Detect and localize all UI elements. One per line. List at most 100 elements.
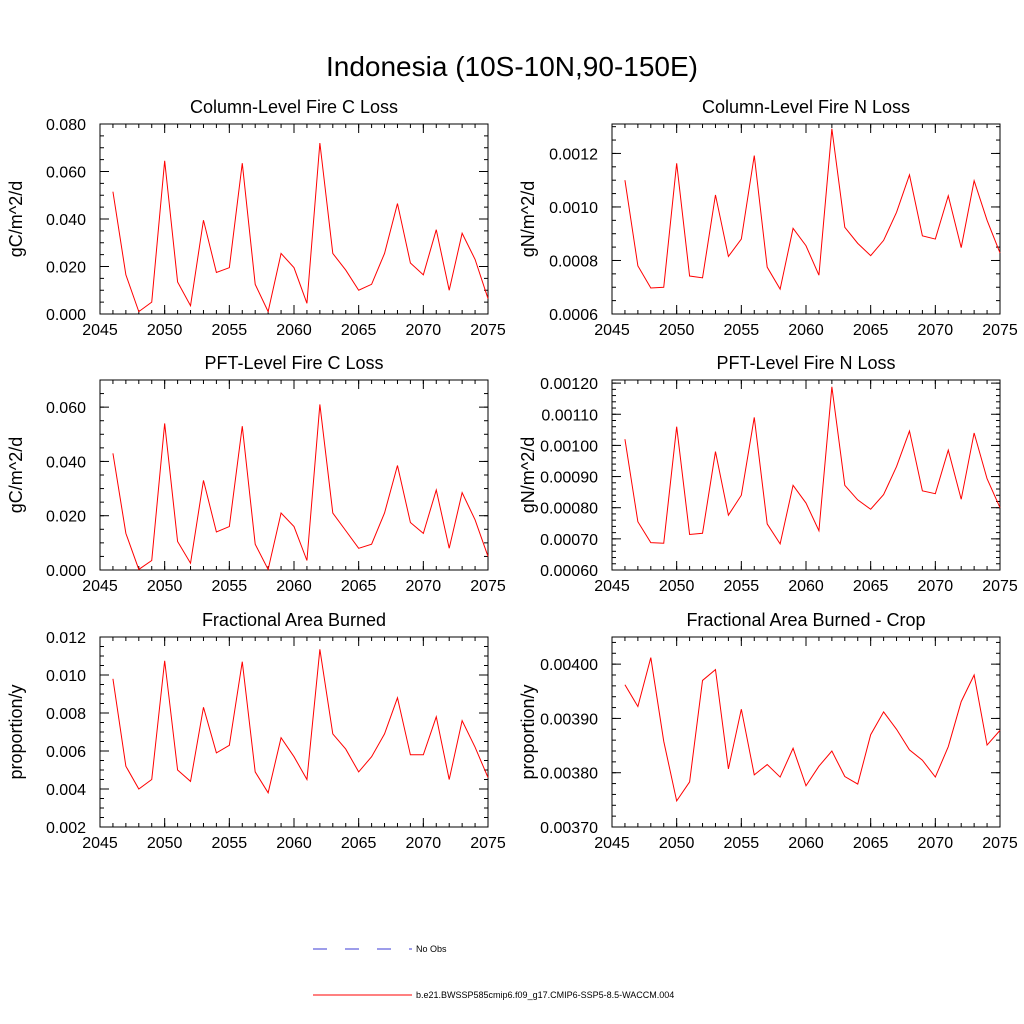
panel-title: Column-Level Fire N Loss	[702, 97, 910, 117]
x-tick-label: 2070	[918, 835, 954, 852]
y-tick-label: 0.020	[46, 260, 86, 277]
x-tick-label: 2060	[788, 322, 824, 339]
y-tick-label: 0.020	[46, 509, 86, 526]
x-tick-label: 2050	[659, 835, 695, 852]
x-tick-label: 2060	[276, 322, 312, 339]
series-line	[624, 128, 1001, 291]
x-tick-label: 2055	[724, 835, 760, 852]
y-tick-label: 0.00060	[540, 563, 598, 580]
x-tick-label: 2045	[594, 578, 630, 595]
x-tick-label: 2045	[594, 322, 630, 339]
y-tick-label: 0.004	[46, 782, 86, 799]
y-tick-label: 0.0010	[549, 200, 598, 217]
x-tick-label: 2065	[341, 835, 377, 852]
legend-no-obs-label: No Obs	[416, 944, 447, 954]
legend-model-label: b.e21.BWSSP585cmip6.f09_g17.CMIP6-SSP5-8…	[416, 990, 674, 1000]
y-axis-label: gC/m^2/d	[6, 181, 26, 257]
x-tick-label: 2045	[82, 578, 118, 595]
x-tick-label: 2070	[918, 578, 954, 595]
y-axis-label: gN/m^2/d	[518, 181, 538, 257]
chart-panel-5: Fractional Area Burned proportion/y 2045 20…	[6, 610, 506, 852]
y-axis-label: gC/m^2/d	[6, 437, 26, 513]
x-tick-label: 2055	[212, 578, 248, 595]
x-tick-label: 2060	[276, 578, 312, 595]
x-tick-label: 2065	[341, 322, 377, 339]
y-tick-label: 0.008	[46, 706, 86, 723]
x-tick-label: 2055	[724, 578, 760, 595]
y-tick-label: 0.00110	[541, 407, 598, 424]
series-line	[112, 649, 489, 795]
x-tick-label: 2070	[406, 578, 442, 595]
x-tick-label: 2075	[470, 322, 506, 339]
x-tick-label: 2045	[82, 322, 118, 339]
plot-frame	[611, 636, 1001, 828]
x-tick-label: 2055	[212, 322, 248, 339]
y-tick-label: 0.0008	[549, 253, 598, 270]
y-tick-label: 0.00090	[540, 470, 598, 487]
panels: Column-Level Fire C Loss gC/m^2/d 2045 2050…	[6, 97, 1018, 852]
x-tick-label: 2060	[276, 835, 312, 852]
x-tick-label: 2045	[594, 835, 630, 852]
y-tick-label: 0.012	[46, 630, 86, 647]
x-tick-label: 2055	[724, 322, 760, 339]
chart-panel-1: Column-Level Fire C Loss gC/m^2/d 2045 2050…	[6, 97, 506, 339]
x-tick-label: 2075	[982, 578, 1018, 595]
series-line	[624, 657, 1001, 803]
y-tick-label: 0.0006	[549, 307, 598, 324]
y-tick-label: 0.00070	[540, 532, 598, 549]
y-tick-label: 0.00100	[540, 438, 598, 455]
y-tick-label: 0.00400	[540, 657, 598, 674]
x-tick-label: 2065	[341, 578, 377, 595]
y-tick-label: 0.060	[46, 400, 86, 417]
y-axis-label: gN/m^2/d	[518, 437, 538, 513]
x-tick-label: 2075	[982, 835, 1018, 852]
y-tick-label: 0.040	[46, 212, 86, 229]
y-tick-label: 0.0012	[549, 146, 598, 163]
plot-frame	[99, 636, 489, 828]
plot-frame	[99, 123, 489, 315]
chart-panel-4: PFT-Level Fire N Loss gN/m^2/d 2045 2050 205…	[518, 353, 1018, 595]
y-tick-label: 0.060	[46, 165, 86, 182]
chart-panel-3: PFT-Level Fire C Loss gC/m^2/d 2045 2050 205…	[6, 353, 506, 595]
y-tick-label: 0.000	[46, 563, 86, 580]
y-tick-label: 0.006	[46, 744, 86, 761]
panel-title: Column-Level Fire C Loss	[190, 97, 398, 117]
x-tick-label: 2070	[406, 322, 442, 339]
x-tick-label: 2075	[470, 835, 506, 852]
legend: No Obs b.e21.BWSSP585cmip6.f09_g17.CMIP6…	[313, 944, 674, 1000]
y-tick-label: 0.00080	[540, 501, 598, 518]
series-line	[624, 386, 1001, 546]
y-tick-label: 0.00370	[540, 820, 598, 837]
x-tick-label: 2065	[853, 578, 889, 595]
y-axis-label: proportion/y	[6, 684, 26, 779]
y-tick-label: 0.040	[46, 454, 86, 471]
chart-panel-2: Column-Level Fire N Loss gN/m^2/d 2045 2050…	[518, 97, 1018, 339]
panel-title: PFT-Level Fire C Loss	[204, 353, 383, 373]
panel-title: PFT-Level Fire N Loss	[716, 353, 895, 373]
panel-title: Fractional Area Burned	[202, 610, 386, 630]
x-tick-label: 2060	[788, 578, 824, 595]
x-tick-label: 2050	[147, 835, 183, 852]
x-tick-label: 2055	[212, 835, 248, 852]
x-tick-label: 2050	[147, 578, 183, 595]
y-axis-label: proportion/y	[518, 684, 538, 779]
plot-frame	[611, 379, 1001, 571]
x-tick-label: 2050	[659, 578, 695, 595]
plot-frame	[99, 379, 489, 571]
x-tick-label: 2045	[82, 835, 118, 852]
x-tick-label: 2070	[918, 322, 954, 339]
x-tick-label: 2050	[147, 322, 183, 339]
y-tick-label: 0.010	[46, 668, 86, 685]
y-tick-label: 0.000	[46, 307, 86, 324]
chart-panel-6: Fractional Area Burned - Crop proportion/…	[518, 610, 1018, 852]
y-tick-label: 0.00380	[540, 766, 598, 783]
figure-title: Indonesia (10S-10N,90-150E)	[326, 51, 698, 82]
y-tick-label: 0.002	[46, 820, 86, 837]
x-tick-label: 2060	[788, 835, 824, 852]
x-tick-label: 2075	[982, 322, 1018, 339]
x-tick-label: 2065	[853, 322, 889, 339]
panel-title: Fractional Area Burned - Crop	[686, 610, 925, 630]
x-tick-label: 2050	[659, 322, 695, 339]
series-line	[112, 404, 489, 571]
